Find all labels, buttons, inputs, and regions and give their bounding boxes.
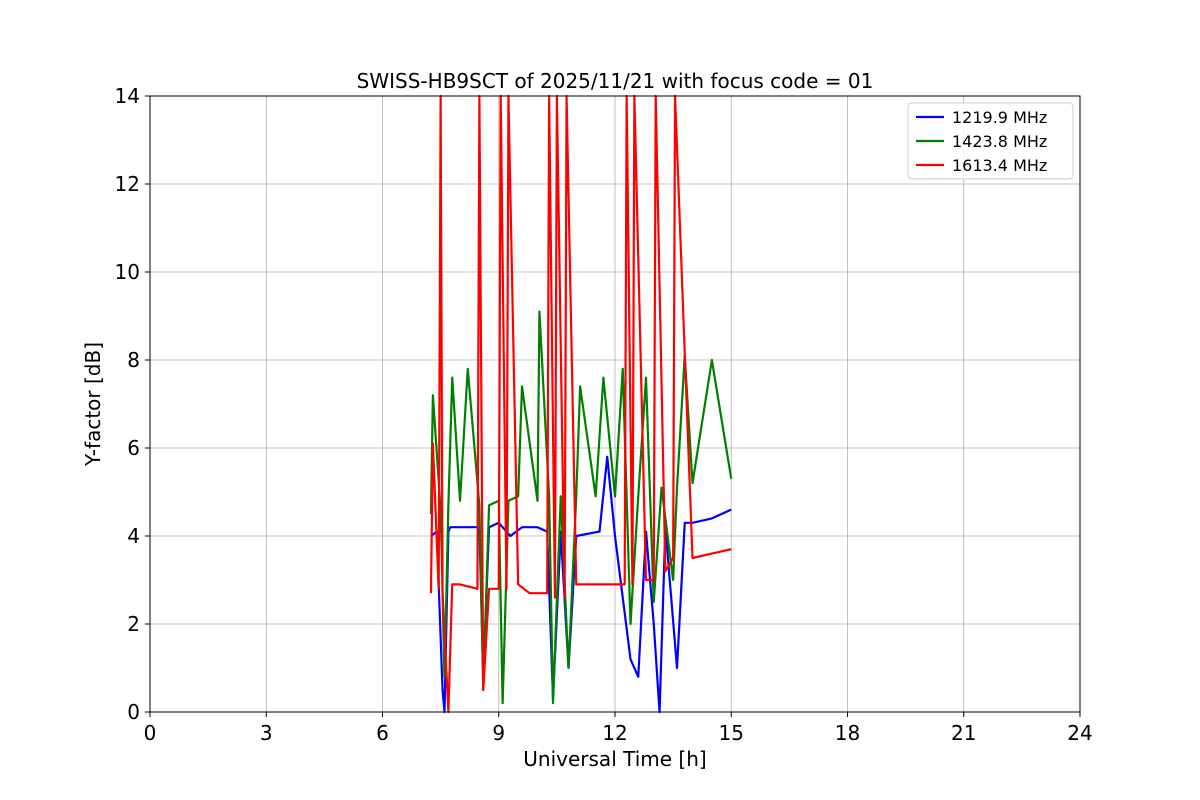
legend-entry: 1423.8 MHz — [952, 132, 1047, 151]
x-tick-label: 3 — [260, 721, 273, 745]
x-tick-label: 24 — [1067, 721, 1092, 745]
legend-box — [907, 102, 1074, 180]
y-tick-label: 6 — [127, 436, 140, 460]
x-tick-label: 0 — [144, 721, 157, 745]
y-tick-label: 14 — [115, 84, 140, 108]
legend-entry: 1219.9 MHz — [952, 108, 1047, 127]
series-2 — [429, 310, 733, 705]
x-tick-label: 15 — [719, 721, 744, 745]
chart-title: SWISS-HB9SCT of 2025/11/21 with focus co… — [357, 69, 874, 93]
y-tick-label: 8 — [127, 348, 140, 372]
series-1 — [430, 455, 732, 714]
x-tick-label: 18 — [835, 721, 860, 745]
x-tick-label: 6 — [376, 721, 389, 745]
x-axis-label: Universal Time [h] — [523, 747, 706, 771]
y-axis-label: Y-factor [dB] — [81, 342, 105, 467]
y-tick-label: 12 — [115, 172, 140, 196]
series-3 — [429, 94, 732, 714]
series-line — [430, 455, 732, 714]
y-tick-label: 10 — [115, 260, 140, 284]
series-lines — [429, 94, 733, 714]
x-tick-label: 21 — [951, 721, 976, 745]
x-tick-label: 12 — [602, 721, 627, 745]
y-tick-label: 2 — [127, 612, 140, 636]
legend-entry: 1613.4 MHz — [952, 156, 1047, 175]
legend: 1219.9 MHz 1423.8 MHz 1613.4 MHz — [907, 102, 1074, 180]
grid — [149, 95, 1081, 713]
series-line — [429, 94, 732, 714]
y-tick-label: 4 — [127, 524, 140, 548]
x-tick-label: 9 — [492, 721, 505, 745]
series-line — [429, 310, 733, 705]
y-tick-label: 0 — [127, 700, 140, 724]
